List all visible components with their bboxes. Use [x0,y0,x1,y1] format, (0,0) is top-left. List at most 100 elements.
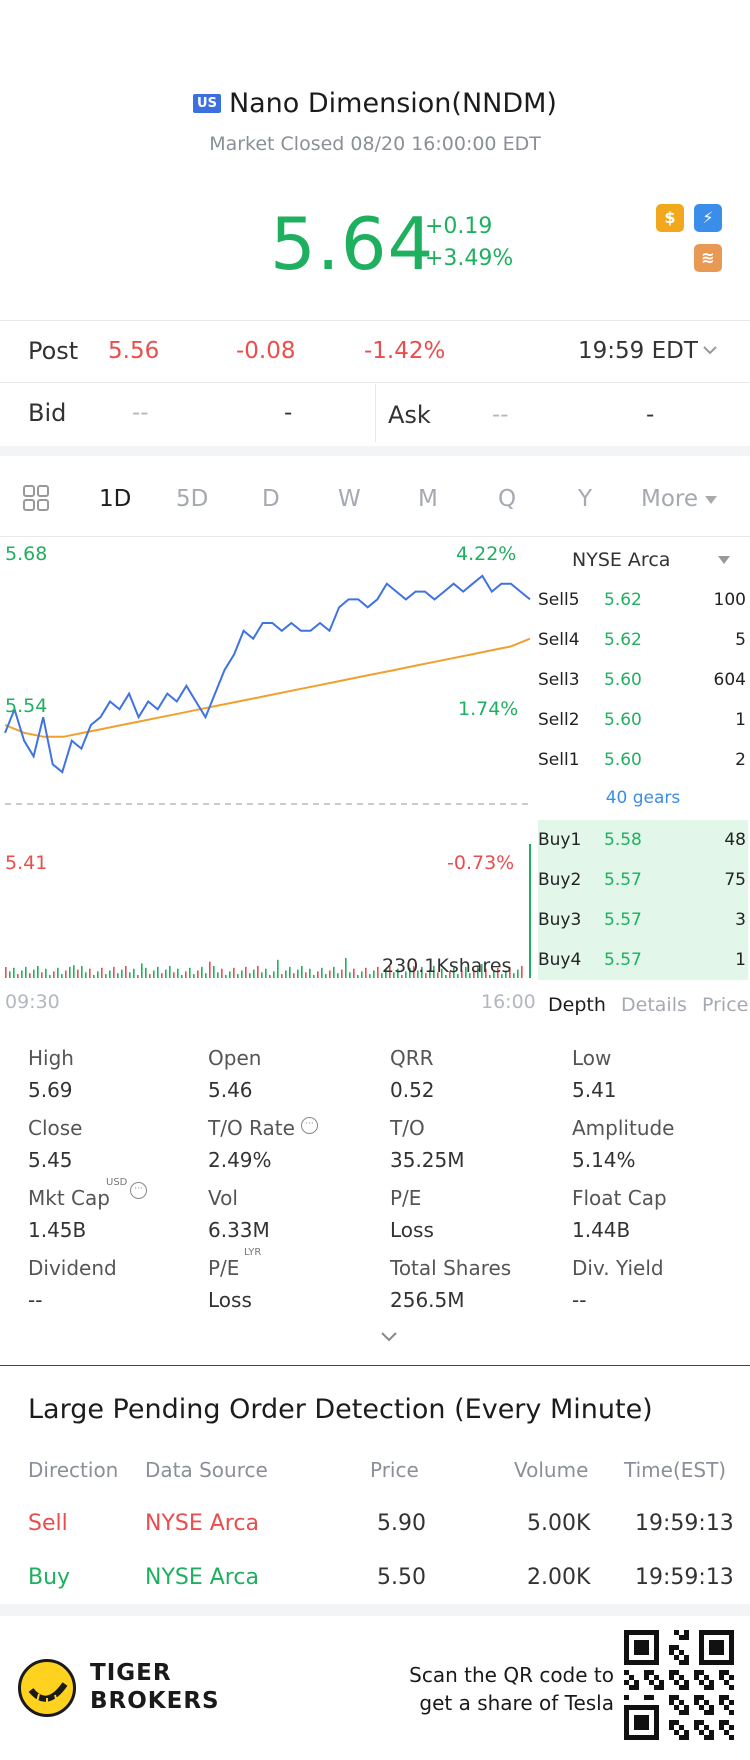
tab-depth[interactable]: Depth [548,994,606,1016]
lyr-tag: LYR [244,1247,262,1258]
orderbook-buy-row: Buy2 5.57 75 [538,860,748,900]
large-orders-title: Large Pending Order Detection (Every Min… [28,1394,653,1425]
volume-bar [81,966,83,978]
pct-label-low: -0.73% [447,852,515,874]
stat-value: -- [572,1288,587,1312]
stat-value: 5.41 [572,1078,617,1102]
intraday-chart[interactable] [0,540,535,985]
orderbook-gears[interactable]: 40 gears [605,788,681,808]
stat-value: -- [28,1288,43,1312]
order-source: NYSE Arca [145,1511,259,1536]
volume-bar [425,973,427,978]
chevron-down-icon[interactable] [702,344,718,356]
post-change: -0.08 [236,338,296,364]
exchange-caret-icon[interactable] [718,556,730,564]
footer-banner[interactable]: TIGER BROKERS Scan the QR code to get a … [0,1616,750,1760]
tab-price[interactable]: Price [702,994,749,1016]
orderbook-exchange[interactable]: NYSE Arca [572,549,671,571]
stat-value: 2.49% [208,1148,272,1172]
section-gap [0,1604,750,1616]
tab-1d[interactable]: 1D [99,486,132,512]
volume-bar [229,971,231,978]
stat-value: 1.44B [572,1218,631,1242]
tab-5d[interactable]: 5D [176,486,209,512]
volume-bar [389,966,391,978]
stat-label: Low [572,1046,612,1070]
volume-bar [157,966,159,978]
stat-label: P/E [390,1186,422,1210]
volume-bar [109,970,111,978]
x-label-end: 16:00 [481,991,536,1013]
pct-label-high: 4.22% [456,543,517,565]
volume-bar [433,966,435,978]
volume-bar [113,966,115,978]
volume-bar [165,969,167,978]
volume-bar [101,967,103,978]
orderbook-buy-row: Buy4 5.57 1 [538,940,748,980]
volume-bar [301,966,303,978]
volume-bar [173,972,175,978]
volume-bar [177,968,179,978]
volume-bar [161,973,163,978]
volume-bar [281,974,283,978]
volume-bar [265,968,267,978]
volume-bar [401,975,403,978]
tab-week[interactable]: W [338,486,361,512]
stat-label: Amplitude [572,1116,675,1140]
volume-bar [9,971,11,978]
bid-size: - [284,400,293,426]
volume-bar [333,966,335,978]
orderbook-sell-row: Sell2 5.60 1 [538,710,746,730]
volume-bar [245,966,247,978]
stack-icon[interactable]: ≋ [694,244,722,272]
last-price: 5.64 [270,202,435,286]
stock-title: US Nano Dimension(NNDM) [0,88,750,119]
tab-details[interactable]: Details [621,994,687,1016]
divider [0,536,750,537]
volume-bar [53,971,55,978]
stat-value: 1.45B [28,1218,87,1242]
expand-chevron-icon[interactable] [380,1331,398,1343]
tab-more[interactable]: More [641,486,699,512]
brand-name-line1: TIGER [90,1660,172,1686]
volume-bar [185,971,187,978]
volume-bar [21,970,23,978]
bid-ask-separator [375,384,376,442]
volume-bar [233,967,235,978]
volume-bar [41,972,43,978]
volume-bar [61,974,63,978]
stat-label: Mkt Cap [28,1186,110,1210]
flash-icon[interactable]: ⚡ [694,204,722,232]
stat-label: QRR [390,1046,434,1070]
tab-quarter[interactable]: Q [498,486,517,512]
order-volume: 5.00K [527,1511,591,1536]
post-change-percent: -1.42% [364,338,446,364]
volume-bar [501,974,503,978]
volume-bar [93,975,95,978]
volume-bar [341,969,343,978]
volume-bar [221,968,223,978]
tab-year[interactable]: Y [578,486,593,512]
grid-layout-icon[interactable] [22,484,50,512]
post-time[interactable]: 19:59 EDT [578,338,698,364]
scan-text-line2: get a share of Tesla [419,1691,614,1715]
more-caret-icon[interactable] [705,496,717,504]
more-info-icon[interactable]: ··· [130,1182,147,1199]
stock-name: Nano Dimension(NNDM) [228,88,557,119]
volume-bar [461,970,463,978]
volume-bar [117,973,119,978]
volume-bar [309,968,311,978]
volume-bar [397,968,399,978]
volume-bar [37,966,39,978]
dollar-icon[interactable]: $ [656,204,684,232]
tab-day[interactable]: D [262,486,280,512]
volume-bar [421,966,423,978]
volume-bar [353,968,355,978]
tiger-logo-icon [18,1659,76,1717]
qr-code-icon[interactable] [624,1630,734,1740]
tab-month[interactable]: M [418,486,438,512]
volume-bar [105,974,107,978]
volume-bar [481,964,483,978]
more-info-icon[interactable]: ··· [301,1117,318,1134]
market-status: Market Closed 08/20 16:00:00 EDT [209,133,541,155]
